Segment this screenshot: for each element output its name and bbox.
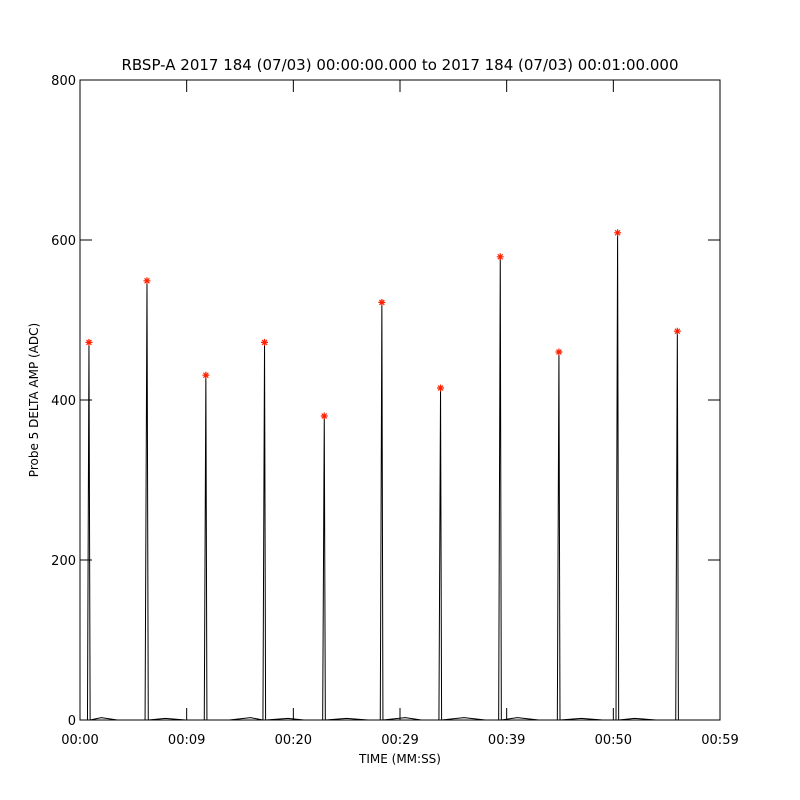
y-tick-label: 800 (51, 74, 76, 89)
peak-marker (437, 384, 445, 392)
x-tick-label: 00:39 (488, 733, 525, 748)
peak-marker (85, 338, 93, 346)
peak-marker (496, 253, 504, 261)
x-tick-label: 00:59 (701, 733, 738, 748)
x-tick-label: 00:00 (61, 733, 98, 748)
peak-marker (320, 412, 328, 420)
y-axis-label: Probe 5 DELTA AMP (ADC) (27, 323, 41, 477)
peak-marker (378, 298, 386, 306)
peak-marker (202, 371, 210, 379)
x-tick-label: 00:20 (275, 733, 312, 748)
peak-marker (673, 327, 681, 335)
x-tick-label: 00:09 (168, 733, 205, 748)
x-tick-label: 00:29 (381, 733, 418, 748)
peak-marker (261, 338, 269, 346)
chart-title: RBSP-A 2017 184 (07/03) 00:00:00.000 to … (121, 56, 678, 74)
y-tick-label: 400 (51, 394, 76, 409)
peak-marker (555, 348, 563, 356)
peak-marker (614, 229, 622, 237)
peak-marker (143, 277, 151, 285)
y-tick-label: 600 (51, 234, 76, 249)
y-tick-label: 0 (68, 714, 76, 729)
x-axis-label: TIME (MM:SS) (358, 752, 441, 766)
y-tick-label: 200 (51, 554, 76, 569)
trace-line (80, 232, 720, 721)
x-tick-label: 00:50 (595, 733, 632, 748)
